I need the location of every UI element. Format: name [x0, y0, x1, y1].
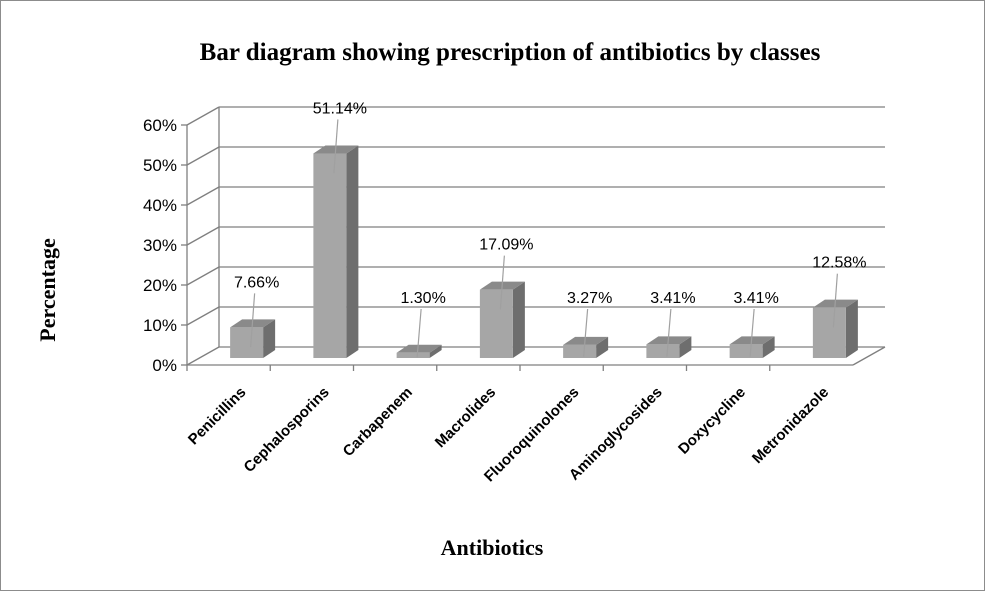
bar: [563, 344, 597, 358]
data-label-leader: [416, 308, 422, 358]
data-label-leader: [666, 308, 672, 357]
bar: [729, 344, 763, 358]
data-label-leader: [832, 273, 838, 328]
x-tick-label: Macrolides: [432, 384, 499, 451]
bar-side: [679, 336, 692, 358]
bar: [313, 153, 347, 358]
data-label-leader: [583, 308, 589, 357]
data-label: 7.66%: [234, 274, 279, 291]
y-axis-title: Percentage: [35, 238, 60, 342]
bar-side: [429, 344, 442, 358]
bar: [646, 344, 680, 358]
bar: [230, 327, 264, 358]
data-label: 3.41%: [650, 290, 695, 307]
bar: [479, 289, 513, 358]
data-label-leader: [749, 308, 755, 357]
x-tick-label: Aminoglycosides: [566, 384, 666, 484]
gridline-side: [186, 106, 220, 126]
x-tick-label: Penicillins: [185, 384, 249, 448]
y-tick-label: 20%: [143, 276, 177, 295]
data-label: 3.27%: [567, 290, 612, 307]
bar-side: [512, 281, 525, 358]
floor-edge: [852, 346, 886, 366]
x-axis-title: Antibiotics: [441, 535, 544, 560]
x-tick-label: Cephalosporins: [241, 384, 333, 476]
bar: [396, 352, 430, 358]
gridline-side: [186, 226, 220, 246]
gridline-side: [186, 186, 220, 206]
gridline-side: [186, 346, 220, 366]
data-label-leader: [333, 119, 339, 174]
y-tick-label: 10%: [143, 316, 177, 335]
x-tick-label: Metronidazole: [749, 384, 832, 467]
data-label: 51.14%: [313, 100, 367, 117]
y-tick-label: 30%: [143, 236, 177, 255]
gridline-side: [186, 266, 220, 286]
bar-top: [396, 344, 442, 353]
data-label: 1.30%: [400, 290, 445, 307]
chart-title: Bar diagram showing prescription of anti…: [200, 39, 821, 66]
bar-side: [845, 299, 858, 358]
bar-top: [646, 336, 692, 345]
x-tick-label: Doxycycline: [675, 384, 749, 458]
bar-side: [346, 145, 359, 358]
data-label-leader: [499, 255, 505, 310]
x-tick-label: Carbapenem: [340, 384, 416, 460]
y-tick-label: 40%: [143, 196, 177, 215]
bar-top: [563, 336, 609, 345]
y-tick-label: 50%: [143, 156, 177, 175]
bar-side: [596, 336, 609, 358]
bar-side: [263, 319, 276, 358]
data-label-leader: [250, 293, 256, 348]
y-tick-label: 0%: [152, 356, 177, 375]
bar-side: [762, 336, 775, 358]
data-label: 17.09%: [479, 237, 533, 254]
gridline-side: [186, 306, 220, 326]
data-label: 12.58%: [812, 255, 866, 272]
gridline-side: [186, 146, 220, 166]
bar: [812, 307, 846, 358]
data-label: 3.41%: [733, 290, 778, 307]
y-tick-label: 60%: [143, 116, 177, 135]
bar-top: [729, 336, 775, 345]
